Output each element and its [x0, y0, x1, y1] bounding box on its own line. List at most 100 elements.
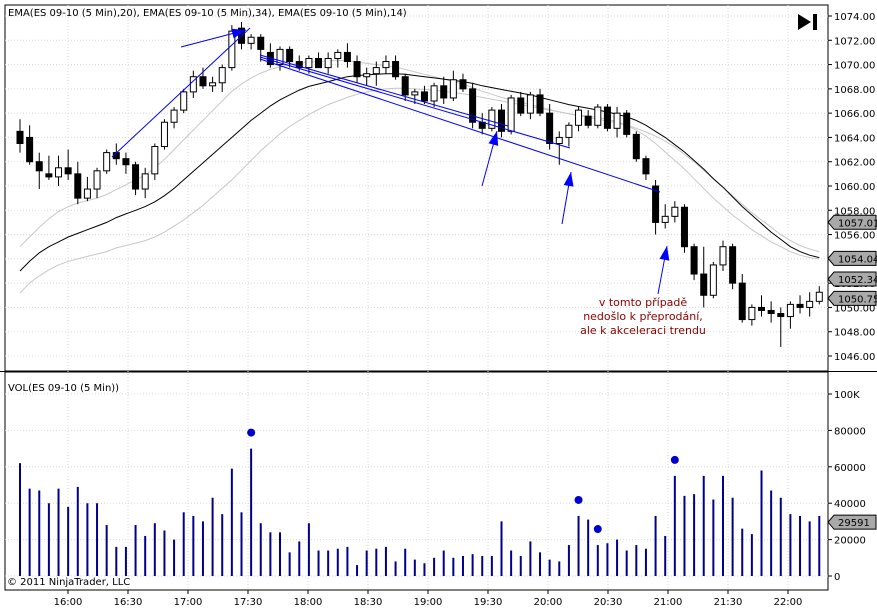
- candle-body: [334, 51, 342, 59]
- candle-body: [315, 58, 323, 69]
- candle: [748, 304, 756, 326]
- x-tick-label: 20:00: [534, 597, 563, 608]
- candle: [565, 122, 573, 147]
- candle-body: [584, 115, 592, 126]
- candle: [709, 261, 717, 299]
- x-tick-label: 18:30: [354, 597, 383, 608]
- x-tick-label: 16:30: [114, 597, 143, 608]
- volume-marker-dot: [574, 495, 583, 504]
- candle-body: [459, 79, 467, 90]
- price-tick-label: 1046.00: [834, 352, 875, 363]
- candle: [392, 55, 400, 80]
- x-tick-label: 21:30: [714, 597, 743, 608]
- candle-body: [806, 300, 814, 308]
- candle-body: [122, 158, 130, 166]
- candle-body: [575, 109, 583, 126]
- candle-body: [74, 173, 82, 199]
- falling-trend-line-3: [259, 58, 661, 193]
- candle: [55, 155, 63, 186]
- x-tick-label: 19:00: [414, 597, 443, 608]
- candle-body: [536, 94, 544, 114]
- candle: [632, 131, 640, 162]
- candle: [517, 91, 525, 117]
- candle-body: [488, 109, 496, 129]
- candle-body: [372, 67, 380, 75]
- falling-trend-line-2: [259, 56, 571, 149]
- candle-body: [209, 82, 217, 87]
- candle-body: [160, 121, 168, 148]
- x-tick-label: 21:00: [654, 597, 683, 608]
- panel-frames: [0, 4, 877, 591]
- price-tick-label: 1068.00: [834, 85, 875, 96]
- candle: [613, 107, 621, 138]
- arrow-head: [659, 246, 670, 261]
- candle-body: [603, 106, 611, 129]
- candle: [815, 286, 823, 305]
- candle-body: [16, 130, 24, 145]
- candle-body: [565, 124, 573, 138]
- annotation-line-1: v tomto případě: [599, 296, 688, 309]
- candle-body: [382, 61, 390, 69]
- signal-arrow-1: [180, 28, 247, 48]
- price-tick-label: 1060.00: [834, 182, 875, 193]
- candle: [218, 64, 226, 92]
- candle-body: [55, 167, 63, 178]
- arrow-head: [488, 131, 499, 146]
- candle: [411, 88, 419, 105]
- signal-arrow-2: [481, 130, 499, 187]
- candle-body: [411, 91, 419, 96]
- volume-tick-label: 100K: [834, 390, 860, 401]
- price-label-text: 1057.01: [838, 218, 877, 229]
- candle-body: [440, 85, 448, 99]
- candle-body: [276, 48, 284, 66]
- candle-body: [517, 97, 525, 114]
- candle: [286, 46, 294, 68]
- volume-label-text: 29591: [838, 518, 870, 529]
- candle: [623, 110, 631, 138]
- price-label-text: 1052.34: [838, 275, 877, 286]
- x-tick-label: 18:00: [294, 597, 323, 608]
- price-tick-label: 1056.00: [834, 231, 875, 242]
- candle: [555, 131, 563, 165]
- candle-body: [661, 215, 669, 223]
- candle-body: [632, 133, 640, 160]
- candle: [594, 104, 602, 129]
- annotation-line-3: ale k akceleraci trendu: [580, 324, 706, 337]
- price-label-text: 1054.04: [838, 254, 877, 265]
- candle: [35, 152, 43, 190]
- candle-body: [652, 185, 660, 223]
- volume-tick-label: 20000: [834, 536, 866, 547]
- candle-body: [498, 109, 505, 132]
- price-label-background: [827, 271, 877, 287]
- volume-tick-label: 80000: [834, 426, 866, 437]
- candle: [132, 161, 140, 196]
- candle: [26, 125, 34, 165]
- candle: [160, 119, 168, 150]
- candle-body: [420, 91, 428, 102]
- candle-body: [507, 97, 515, 132]
- candle: [420, 85, 428, 105]
- candle: [16, 119, 24, 153]
- candle: [652, 179, 660, 235]
- candle-body: [623, 112, 631, 135]
- trend-drawings: [111, 27, 670, 295]
- candle: [661, 204, 669, 229]
- candle-body: [719, 246, 727, 266]
- candle: [806, 292, 814, 317]
- candle: [796, 295, 804, 314]
- candlesticks: [16, 22, 823, 347]
- price-tick-label: 1072.00: [834, 36, 875, 47]
- candle-body: [218, 67, 226, 84]
- skip-to-end-icon[interactable]: [797, 12, 821, 32]
- price-label-box: 1054.04: [827, 250, 877, 266]
- signal-arrow-3: [561, 171, 574, 225]
- price-tick-label: 1070.00: [834, 61, 875, 72]
- candle: [758, 295, 766, 317]
- candle-body: [700, 273, 708, 296]
- candle: [315, 52, 323, 69]
- candle-body: [392, 61, 400, 78]
- candle: [209, 76, 217, 92]
- candle-body: [35, 161, 43, 172]
- candle-body: [170, 109, 178, 123]
